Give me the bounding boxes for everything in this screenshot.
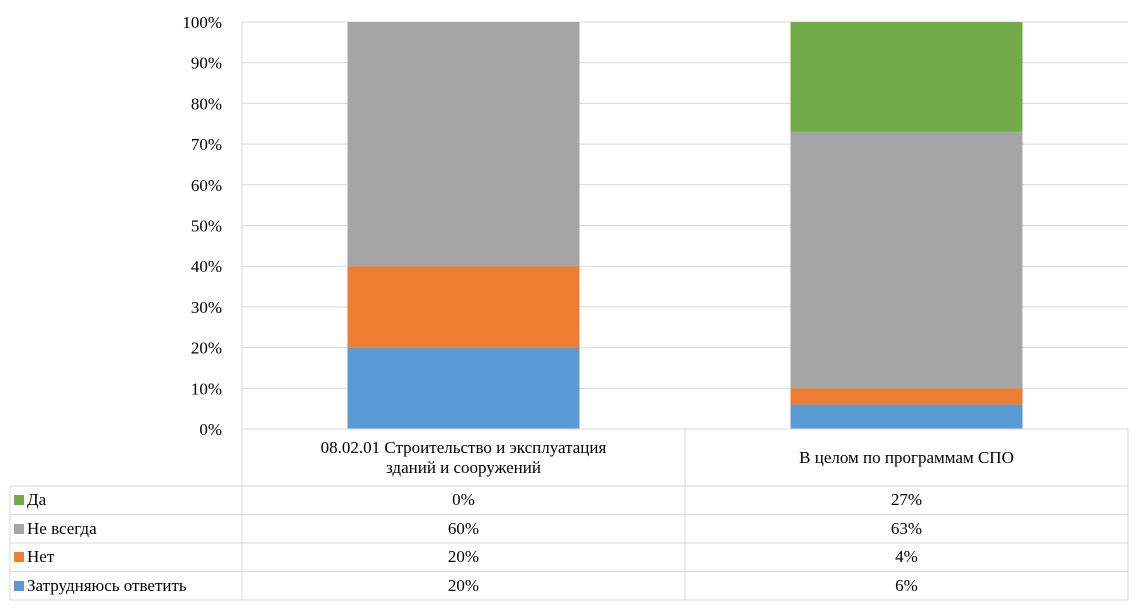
y-tick-label: 70% xyxy=(191,135,222,154)
legend-swatch xyxy=(14,495,24,506)
bar-segment xyxy=(790,131,1023,389)
bar-segment xyxy=(347,22,580,267)
data-label: 20% xyxy=(447,547,480,567)
legend-label: Да xyxy=(27,490,47,510)
category-label: 08.02.01 Строительство и эксплуатация зда… xyxy=(242,429,685,486)
bar-segment xyxy=(790,22,1023,132)
legend-swatch xyxy=(14,580,24,591)
data-label: 20% xyxy=(447,575,480,595)
y-tick-label: 50% xyxy=(191,217,222,236)
y-tick-label: 80% xyxy=(191,94,222,113)
category-label-line: зданий и сооружений xyxy=(386,457,541,477)
data-label: 4% xyxy=(895,547,918,567)
data-label: 63% xyxy=(890,518,923,538)
legend-label: Затрудняюсь ответить xyxy=(27,575,187,595)
y-tick-label: 30% xyxy=(191,298,222,317)
legend-swatch xyxy=(14,552,24,563)
data-label: 27% xyxy=(890,490,923,510)
y-tick-label: 20% xyxy=(191,339,222,358)
data-label: 6% xyxy=(895,575,918,595)
y-tick-label: 60% xyxy=(191,176,222,195)
category-label: В целом по программам СПО xyxy=(685,429,1128,486)
legend-label: Не всегда xyxy=(27,518,97,538)
bar-segment xyxy=(790,388,1023,405)
bar-segment xyxy=(790,404,1023,429)
legend-entry: Затрудняюсь ответить xyxy=(10,572,242,601)
bar-segment xyxy=(347,266,580,348)
y-tick-label: 100% xyxy=(182,13,222,32)
y-tick-label: 10% xyxy=(191,379,222,398)
category-label-line: 08.02.01 Строительство и эксплуатация xyxy=(320,437,607,457)
y-tick-label: 40% xyxy=(191,257,222,276)
data-label: 60% xyxy=(447,518,480,538)
y-tick-label: 0% xyxy=(199,420,222,439)
legend-swatch xyxy=(14,523,24,534)
legend-entry: Не всегда xyxy=(10,515,242,544)
legend-entry: Нет xyxy=(10,543,242,572)
y-tick-label: 90% xyxy=(191,54,222,73)
data-label: 0% xyxy=(452,490,475,510)
category-label-line: В целом по программам СПО xyxy=(799,447,1014,467)
legend-label: Нет xyxy=(27,547,55,567)
legend-entry: Да xyxy=(10,486,242,515)
bar-segment xyxy=(347,347,580,429)
